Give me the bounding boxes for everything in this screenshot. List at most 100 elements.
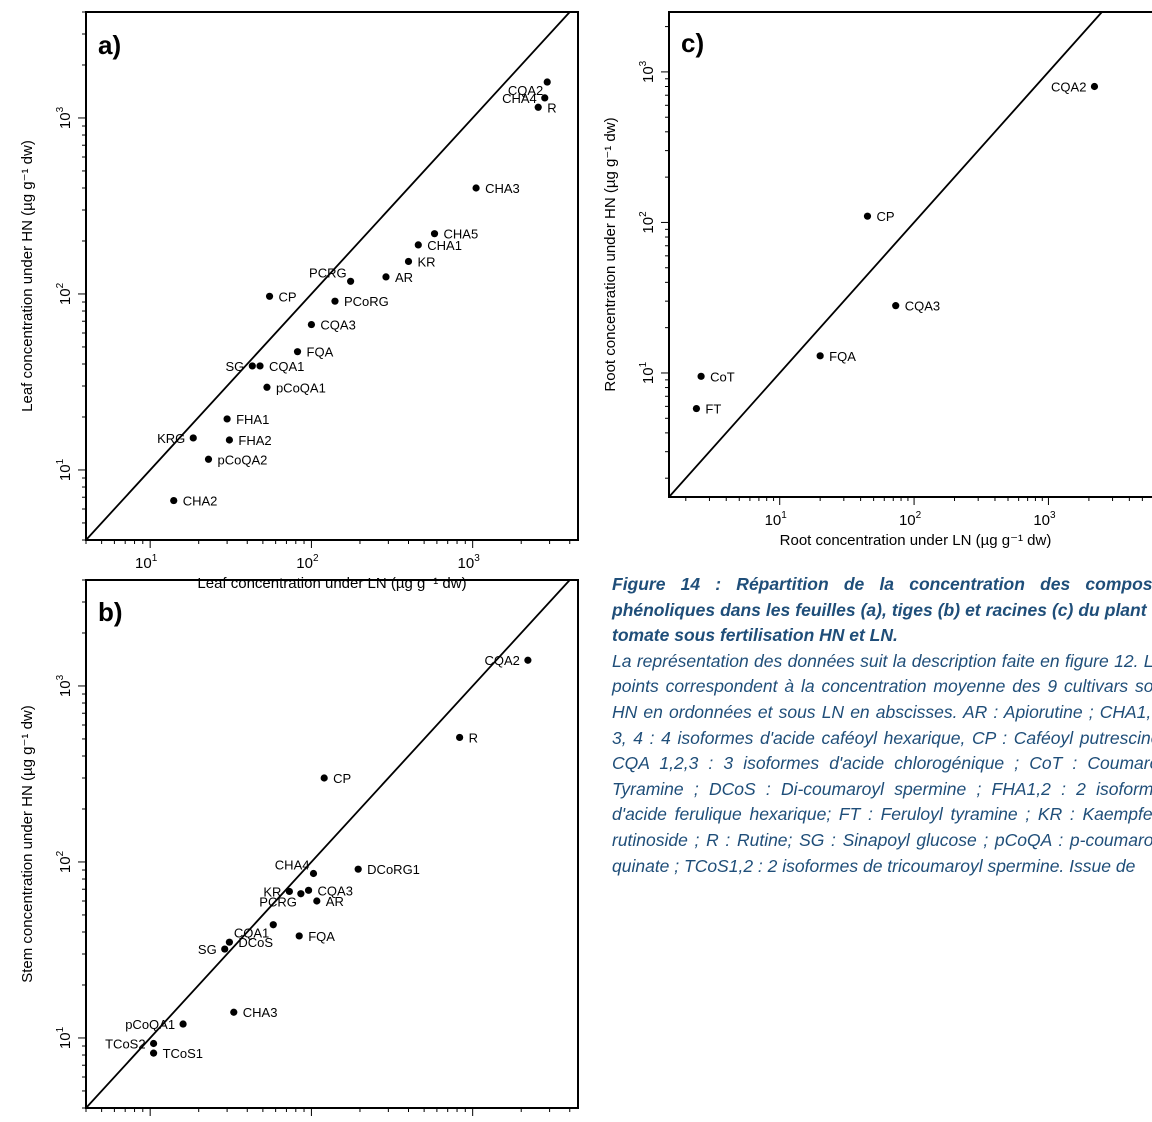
data-point xyxy=(863,212,872,220)
point-label: CQA3 xyxy=(320,318,355,333)
point-label: AR xyxy=(326,894,344,909)
data-point xyxy=(404,257,413,266)
point-label: KRG xyxy=(157,431,185,446)
point-label: CP xyxy=(876,209,894,224)
x-axis-title: Root concentration under LN (µg g⁻¹ dw) xyxy=(780,532,1052,549)
point-label: AR xyxy=(395,270,413,285)
data-point xyxy=(225,938,234,946)
point-label: CQA3 xyxy=(905,299,940,314)
point-label: PCRG xyxy=(309,265,347,280)
data-point xyxy=(269,921,277,929)
point-label: FHA2 xyxy=(238,433,271,448)
y-tick-label: 101 xyxy=(55,458,74,481)
point-label: CQA2 xyxy=(484,653,519,668)
point-label: CP xyxy=(333,771,351,786)
y-tick-label: 103 xyxy=(55,674,74,697)
y-axis-title: Root concentration under HN (µg g⁻¹ dw) xyxy=(602,117,619,391)
data-point xyxy=(263,383,271,391)
plot-frame xyxy=(85,579,579,1109)
panel-label: a) xyxy=(98,30,121,60)
point-label: CHA3 xyxy=(485,181,520,196)
point-label: CHA3 xyxy=(243,1005,278,1020)
point-label: pCoQA2 xyxy=(217,452,267,467)
x-tick-label: 103 xyxy=(1033,510,1056,529)
figure-caption: Figure 14 : Répartition de la concentrat… xyxy=(612,572,1152,879)
data-point xyxy=(331,297,339,305)
y-tick-label: 102 xyxy=(55,850,74,873)
y-tick-label: 102 xyxy=(55,282,74,305)
y-axis-title: Leaf concentration under HN (µg g⁻¹ dw) xyxy=(19,140,36,412)
data-point xyxy=(221,945,229,953)
point-label: FQA xyxy=(829,349,856,364)
point-label: SG xyxy=(226,359,245,374)
panel-a-leaf-plot: 101 102 103 101 102 103 Leaf concentration und… xyxy=(19,11,579,592)
data-point xyxy=(307,320,316,329)
data-point xyxy=(225,436,234,444)
point-label: FQA xyxy=(308,929,335,944)
data-point xyxy=(223,415,231,423)
data-point xyxy=(297,890,305,898)
y-tick-label: 103 xyxy=(638,60,657,83)
point-label: CHA2 xyxy=(183,494,218,509)
data-point xyxy=(347,277,355,285)
data-point xyxy=(430,230,439,238)
panel-label: c) xyxy=(681,28,704,58)
y-tick-label: 103 xyxy=(55,106,74,129)
data-point xyxy=(354,865,362,873)
point-label: pCoQA1 xyxy=(125,1017,175,1032)
data-point xyxy=(320,774,328,782)
point-label: CQA1 xyxy=(234,926,269,941)
x-tick-label: 103 xyxy=(458,553,481,572)
data-point xyxy=(543,78,551,86)
data-point xyxy=(313,897,321,905)
point-label: CQA2 xyxy=(1051,79,1086,94)
plot-frame xyxy=(85,11,579,541)
point-label: CQA1 xyxy=(269,359,304,374)
point-label: TCoS1 xyxy=(163,1046,203,1061)
point-label: PCoRG xyxy=(344,294,389,309)
data-point xyxy=(1090,82,1099,91)
data-point xyxy=(892,302,900,310)
y-tick-label: 101 xyxy=(55,1026,74,1049)
data-point xyxy=(534,103,542,111)
data-point xyxy=(265,292,274,300)
point-label: CHA4 xyxy=(502,91,537,106)
point-label: FQA xyxy=(307,345,334,360)
point-label: R xyxy=(469,730,478,745)
x-axis-title: Leaf concentration under LN (µg g⁻¹ dw) xyxy=(197,575,466,592)
data-point xyxy=(149,1039,158,1048)
data-point xyxy=(149,1049,158,1057)
data-point xyxy=(697,372,705,380)
data-point xyxy=(382,273,390,281)
data-point xyxy=(295,932,303,940)
data-point xyxy=(189,434,197,442)
point-label: KR xyxy=(263,884,281,899)
panel-c-root-plot: 101 102 103 101 102 103 Root concentration und… xyxy=(602,11,1152,549)
point-label: CQA3 xyxy=(318,883,353,898)
point-label: DCoRG1 xyxy=(367,862,420,877)
point-label: FT xyxy=(705,402,721,417)
data-point xyxy=(309,869,318,878)
y-tick-label: 102 xyxy=(638,211,657,234)
x-tick-label: 102 xyxy=(296,553,319,572)
identity-line xyxy=(85,11,571,541)
point-label: CQA2 xyxy=(508,83,543,98)
point-label: CHA5 xyxy=(444,227,479,242)
point-label: KR xyxy=(418,254,436,269)
data-point xyxy=(472,184,480,192)
data-point xyxy=(170,496,178,505)
data-point xyxy=(541,94,549,102)
data-point xyxy=(204,455,213,463)
caption-title: Figure 14 : Répartition de la concentrat… xyxy=(612,574,1152,646)
caption-body: La représentation des données suit la de… xyxy=(612,650,1152,876)
x-tick-label: 101 xyxy=(135,553,158,572)
plot-frame xyxy=(668,11,1152,498)
point-label: PCRG xyxy=(259,895,297,910)
point-label: CoT xyxy=(710,369,735,384)
data-point xyxy=(248,362,256,370)
data-point xyxy=(414,241,422,249)
point-label: SG xyxy=(198,942,217,957)
y-tick-label: 101 xyxy=(638,361,657,384)
point-label: FHA1 xyxy=(236,412,269,427)
